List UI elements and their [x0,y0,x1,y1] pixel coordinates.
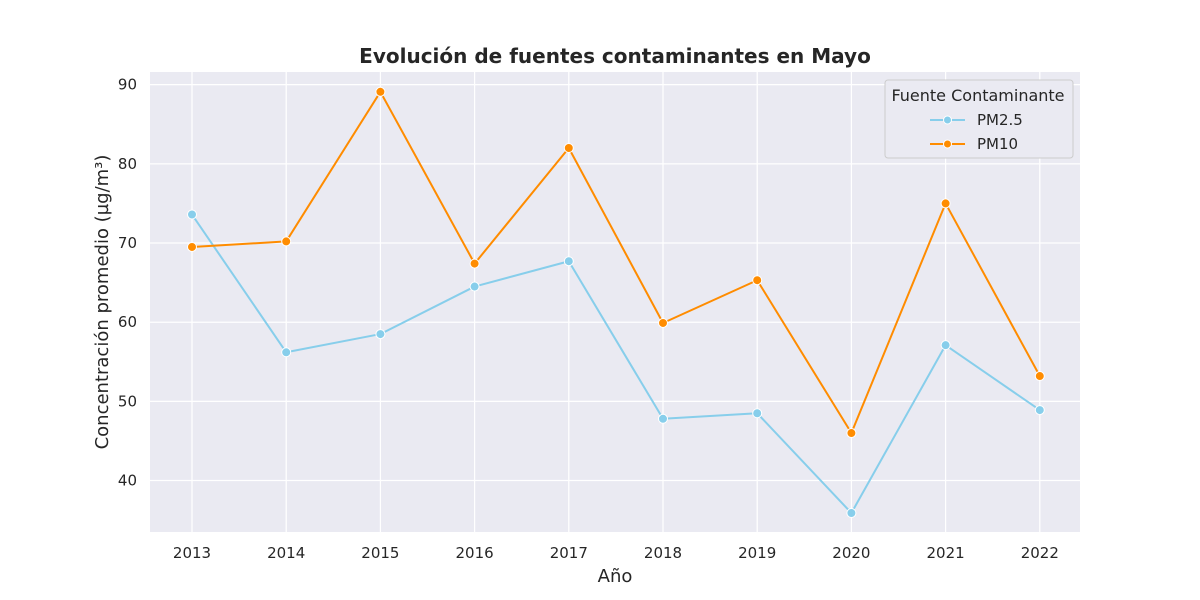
x-tick-label: 2014 [267,544,305,562]
x-axis-label: Año [598,566,633,587]
x-tick-label: 2020 [832,544,870,562]
data-point [281,347,292,358]
x-tick-label: 2013 [173,544,211,562]
y-tick-label: 80 [118,155,137,173]
x-tick-label: 2022 [1021,544,1059,562]
data-point [563,143,574,154]
data-point [1034,405,1045,416]
x-tick-label: 2016 [456,544,494,562]
series-line-pm2-5 [191,213,1041,514]
data-point [187,209,197,220]
legend-swatch-marker [943,139,952,149]
data-point [846,428,857,439]
y-tick-label: 70 [118,234,137,252]
data-point [375,329,386,340]
y-tick-label: 50 [118,392,137,410]
data-point [1034,371,1045,382]
x-ticks: 2013 2014 2015 2016 2017 2018 2019 2020 2021 2022 [173,544,1059,562]
y-ticks: 40 50 60 70 80 90 [118,76,137,490]
legend-box [884,79,1074,159]
legend-entry-label: PM2.5 [977,111,1023,129]
legend-swatch-marker [943,115,952,125]
y-tick-label: 60 [118,313,137,331]
y-tick-label: 90 [118,76,137,94]
x-tick-label: 2015 [361,544,399,562]
series-line-pm10 [191,90,1041,435]
x-tick-label: 2017 [550,544,588,562]
data-point [658,413,668,424]
data-point [752,275,763,286]
data-point [940,198,951,209]
data-point [469,281,480,292]
data-point [752,408,763,419]
y-axis-label: Concentración promedio (µg/m³) [92,155,113,450]
legend-title: Fuente Contaminante [891,86,1064,105]
x-tick-label: 2018 [644,544,682,562]
data-point [563,256,574,267]
data-point [187,241,197,252]
series-layer [187,86,1045,518]
data-point [846,507,857,518]
data-point [940,340,951,351]
data-point [281,236,292,247]
x-tick-label: 2019 [738,544,776,562]
legend-items: PM2.5 PM10 [930,111,1023,153]
legend: Fuente Contaminante PM2.5 PM10 [884,79,1074,159]
data-point [658,317,668,328]
y-tick-label: 40 [118,472,137,490]
chart-title: Evolución de fuentes contaminantes en Ma… [359,44,871,68]
x-tick-label: 2021 [927,544,965,562]
data-point [375,86,386,97]
legend-entry-label: PM10 [977,135,1018,153]
data-point [469,258,480,269]
